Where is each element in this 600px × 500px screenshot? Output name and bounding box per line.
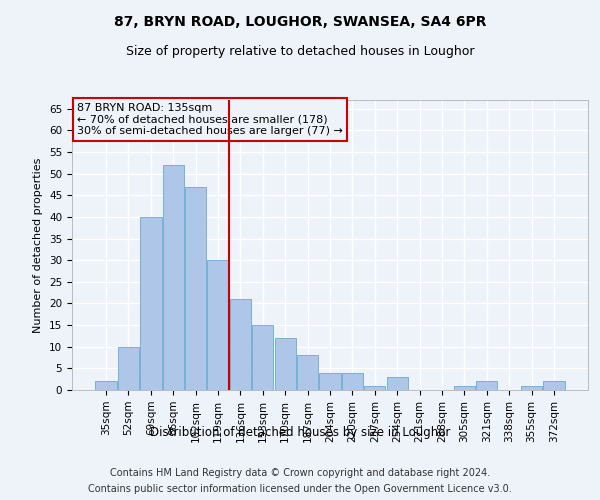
Text: Size of property relative to detached houses in Loughor: Size of property relative to detached ho…: [126, 45, 474, 58]
Text: 87 BRYN ROAD: 135sqm
← 70% of detached houses are smaller (178)
30% of semi-deta: 87 BRYN ROAD: 135sqm ← 70% of detached h…: [77, 103, 343, 136]
Bar: [163, 165, 184, 390]
Bar: [230, 299, 251, 390]
Bar: [208, 260, 229, 390]
Bar: [454, 386, 475, 390]
Bar: [297, 356, 318, 390]
Text: Distribution of detached houses by size in Loughor: Distribution of detached houses by size …: [150, 426, 450, 439]
Bar: [319, 372, 341, 390]
Bar: [364, 386, 385, 390]
Bar: [185, 186, 206, 390]
Bar: [95, 382, 117, 390]
Bar: [521, 386, 542, 390]
Bar: [543, 382, 565, 390]
Bar: [386, 377, 408, 390]
Bar: [118, 346, 139, 390]
Bar: [342, 372, 363, 390]
Bar: [275, 338, 296, 390]
Bar: [252, 325, 274, 390]
Text: Contains public sector information licensed under the Open Government Licence v3: Contains public sector information licen…: [88, 484, 512, 494]
Text: 87, BRYN ROAD, LOUGHOR, SWANSEA, SA4 6PR: 87, BRYN ROAD, LOUGHOR, SWANSEA, SA4 6PR: [114, 15, 486, 29]
Bar: [476, 382, 497, 390]
Y-axis label: Number of detached properties: Number of detached properties: [34, 158, 43, 332]
Bar: [140, 217, 161, 390]
Text: Contains HM Land Registry data © Crown copyright and database right 2024.: Contains HM Land Registry data © Crown c…: [110, 468, 490, 477]
